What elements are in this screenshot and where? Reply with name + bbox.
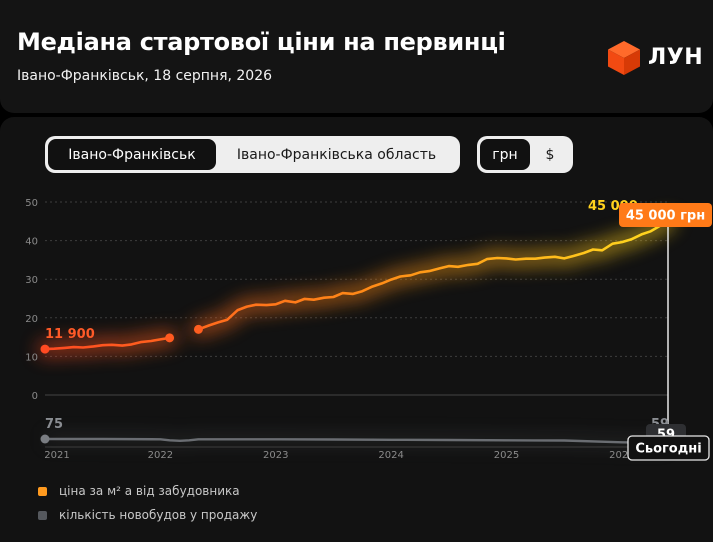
x-tick-label: 2026 xyxy=(609,450,634,461)
tab-currency-usd[interactable]: $ xyxy=(545,146,555,163)
legend-item-price[interactable]: ціна за м² а від забудовника xyxy=(38,484,240,498)
price-line-glow xyxy=(190,213,676,338)
page-subtitle: Івано-Франківськ, 18 серпня, 2026 xyxy=(17,68,273,84)
price-point xyxy=(40,344,50,354)
x-tick-label: 2022 xyxy=(148,450,173,461)
today-badge xyxy=(627,435,710,461)
legend-swatch-count xyxy=(38,510,47,520)
price-badge-label: 45 000 грн xyxy=(626,209,705,224)
tab-city[interactable]: Івано-Франківськ xyxy=(48,139,216,170)
y-tick-label: 30 xyxy=(25,275,38,286)
legend-label-count: кількість новобудов у продажу xyxy=(59,508,258,522)
x-tick-label: 2025 xyxy=(494,450,519,461)
x-tick-label: 2023 xyxy=(263,450,288,461)
x-tick-label: 2024 xyxy=(378,450,403,461)
y-tick-label: 40 xyxy=(25,237,38,248)
price-point xyxy=(193,324,203,334)
y-tick-label: 10 xyxy=(25,352,38,363)
today-badge-label: Сьогодні xyxy=(635,442,701,457)
tab-region[interactable]: Івано-Франківська область xyxy=(236,146,437,163)
price-line-segment-2 xyxy=(197,220,670,331)
city-selector: Івано-Франківськ Івано-Франківська облас… xyxy=(45,136,460,173)
chart-panel xyxy=(0,117,713,542)
count-start-label: 75 xyxy=(45,417,63,432)
legend-label-price: ціна за м² а від забудовника xyxy=(59,484,240,498)
count-point xyxy=(40,434,50,444)
count-line xyxy=(43,437,670,445)
brand-logo-icon xyxy=(608,41,640,75)
tab-currency-uah[interactable]: грн xyxy=(480,139,530,170)
legend-item-count[interactable]: кількість новобудов у продажу xyxy=(38,508,257,522)
price-point xyxy=(165,333,175,343)
legend-swatch-price xyxy=(38,486,47,496)
y-tick-label: 20 xyxy=(25,314,38,325)
x-tick-label: 2021 xyxy=(44,450,69,461)
brand-name: ЛУН xyxy=(648,45,704,70)
header-bar: Медіана стартової ціни на первинці Івано… xyxy=(0,0,713,113)
price-start-label: 11 900 xyxy=(45,327,95,342)
currency-selector: грн $ xyxy=(477,136,573,173)
page-title: Медіана стартової ціни на первинці xyxy=(17,28,506,56)
y-tick-label: 0 xyxy=(32,391,38,402)
y-tick-label: 50 xyxy=(25,198,38,209)
price-badge xyxy=(619,203,712,227)
price-line-segment-1 xyxy=(43,336,171,351)
